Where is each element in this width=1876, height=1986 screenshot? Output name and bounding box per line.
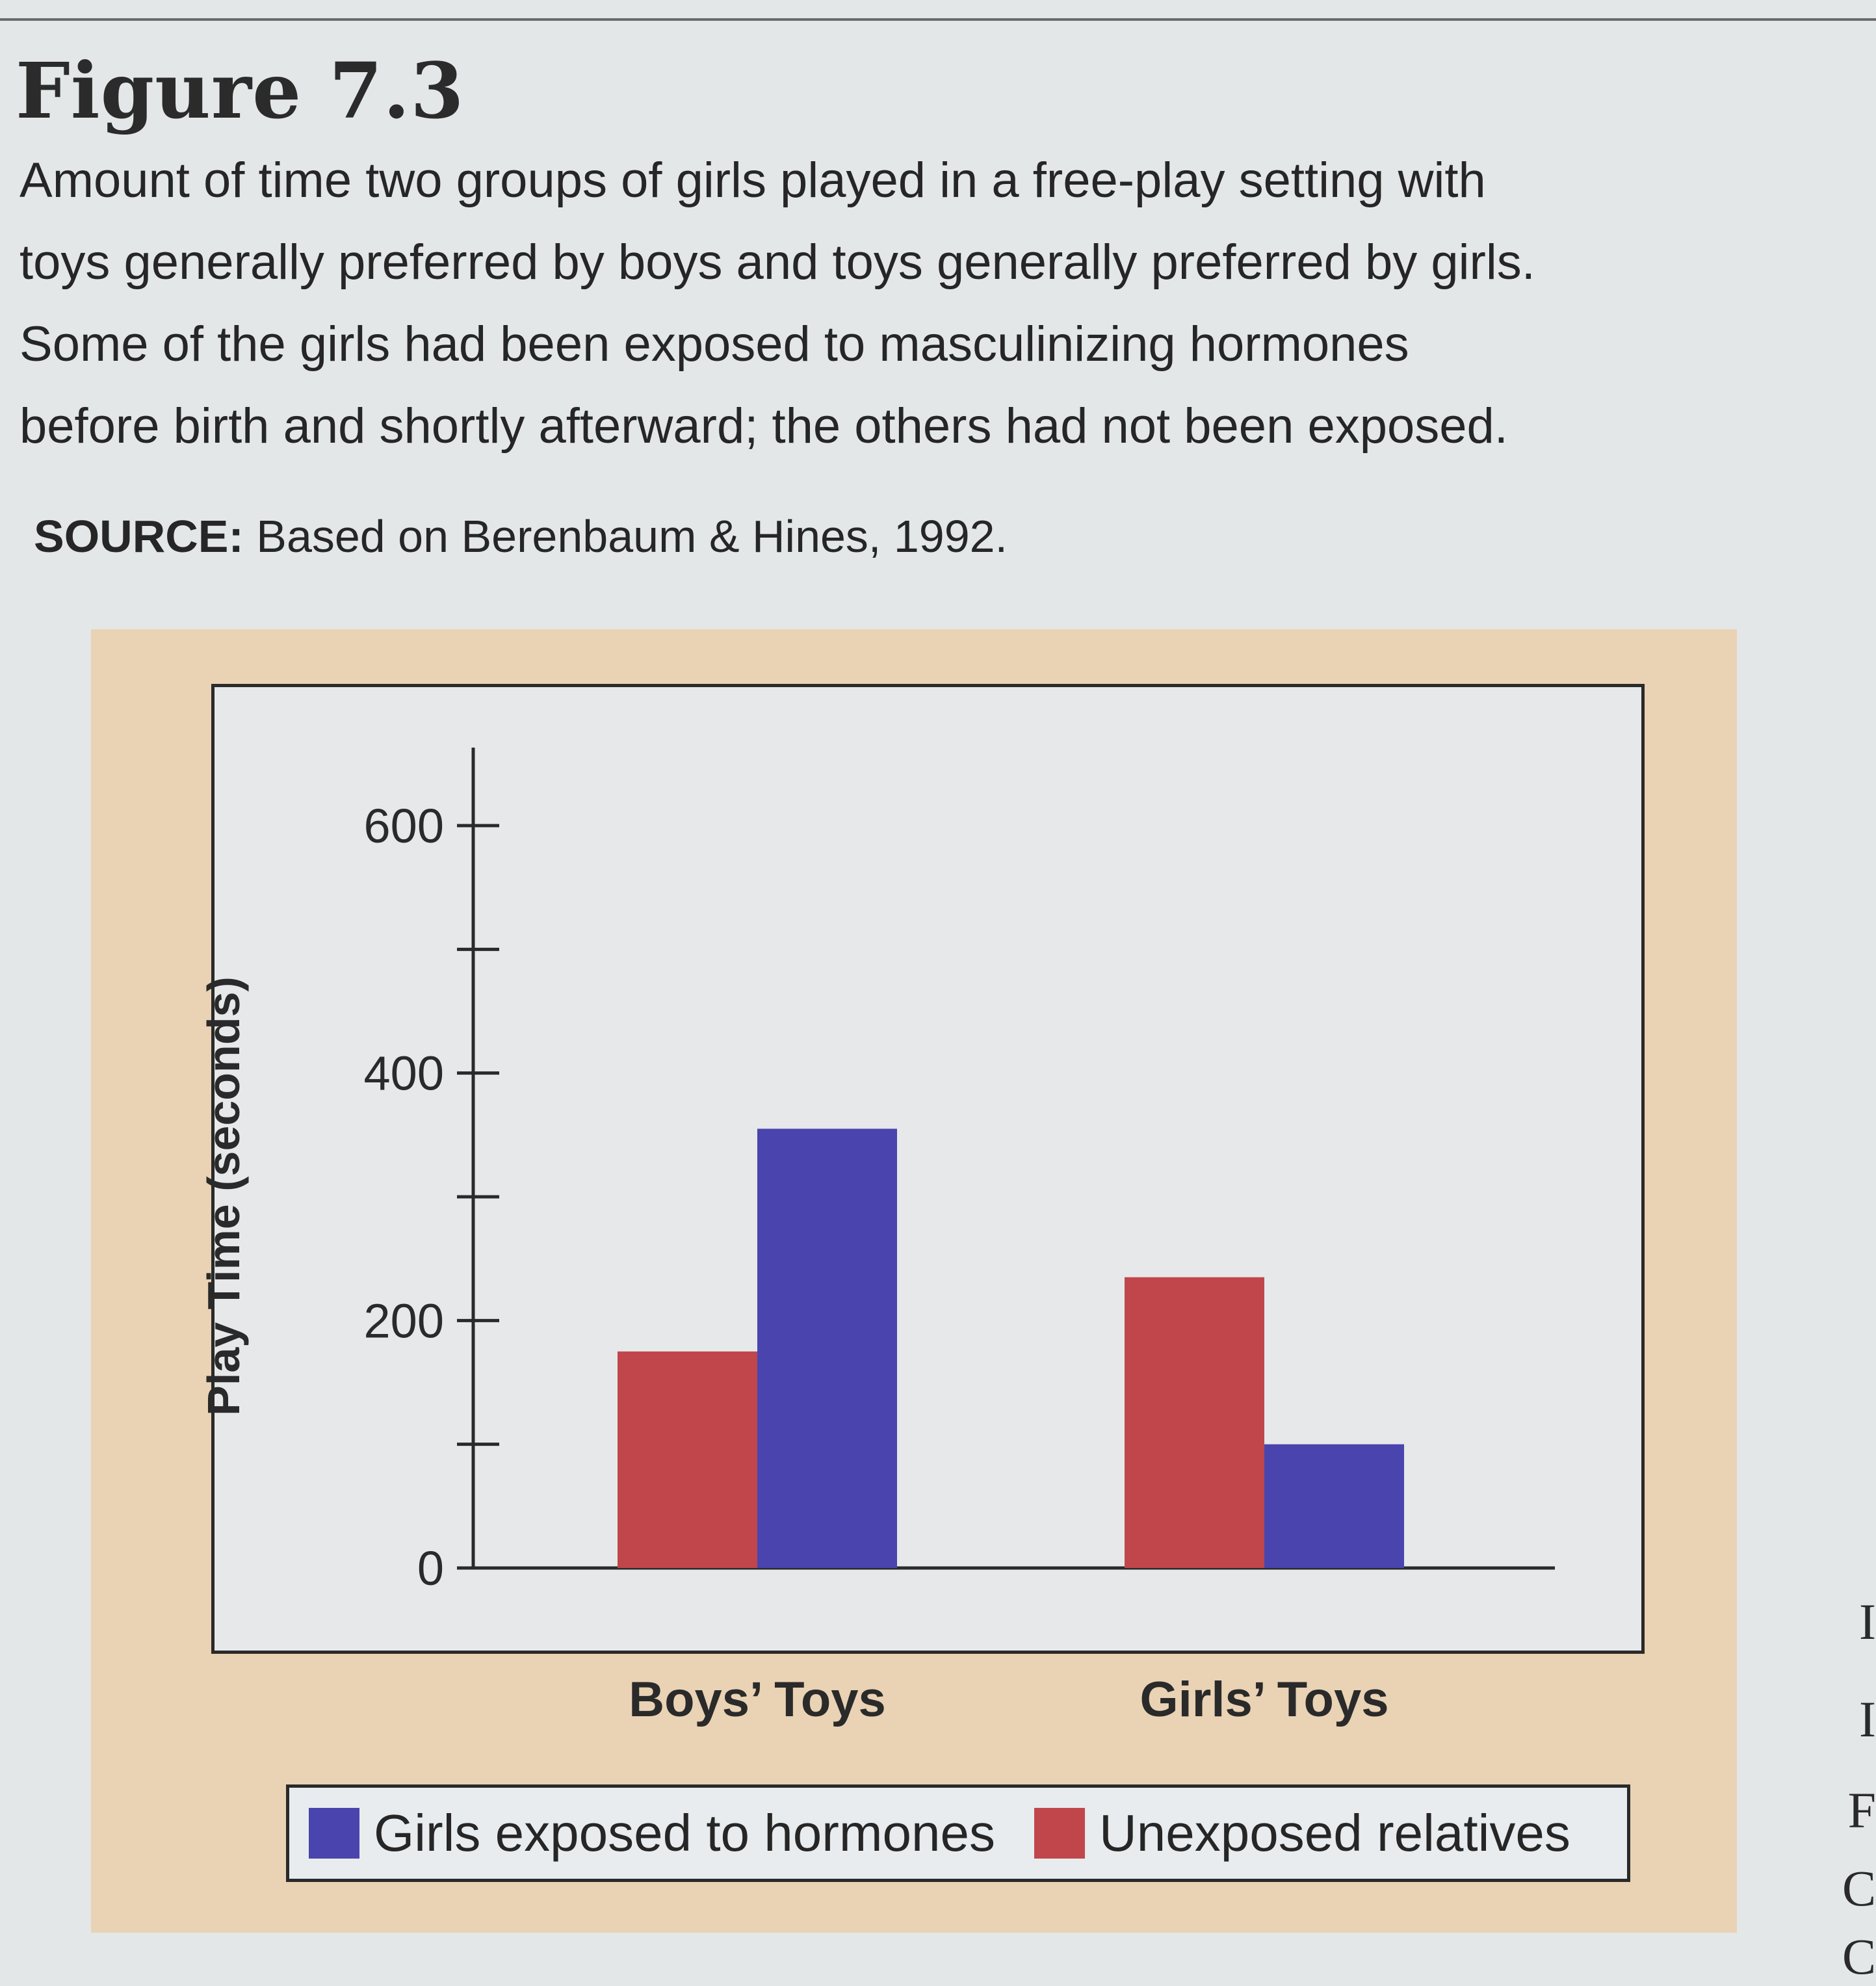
bar-unexposed-girls-toys bbox=[1125, 1277, 1264, 1568]
bar-exposed-boys-toys bbox=[757, 1129, 897, 1568]
caption-line: before birth and shortly afterward; the … bbox=[20, 399, 1508, 454]
caption-line: toys generally preferred by boys and toy… bbox=[20, 235, 1535, 290]
y-tick-label: 600 bbox=[364, 799, 444, 853]
y-tick-label: 0 bbox=[417, 1541, 444, 1595]
y-axis-label: Play Time (seconds) bbox=[198, 976, 249, 1416]
figure-title: Figure 7.3 bbox=[16, 46, 465, 136]
plot-area bbox=[211, 684, 1645, 1654]
caption-line: Amount of time two groups of girls playe… bbox=[20, 153, 1486, 208]
legend-item-unexposed: Unexposed relatives bbox=[1034, 1803, 1570, 1863]
figure-caption: Amount of time two groups of girls playe… bbox=[20, 140, 1814, 467]
bar-unexposed-boys-toys bbox=[618, 1351, 757, 1568]
page-edge-letter: C bbox=[1842, 1928, 1876, 1985]
category-label: Boys’ Toys bbox=[629, 1672, 886, 1727]
y-tick-label: 400 bbox=[364, 1047, 444, 1101]
legend-swatch-exposed bbox=[309, 1808, 359, 1859]
bar-exposed-girls-toys bbox=[1264, 1444, 1404, 1568]
caption-line: Some of the girls had been exposed to ma… bbox=[20, 317, 1409, 372]
legend-label-exposed: Girls exposed to hormones bbox=[374, 1804, 996, 1862]
top-rule bbox=[0, 18, 1876, 21]
page-edge-letter: I bbox=[1859, 1691, 1876, 1747]
category-label: Girls’ Toys bbox=[1140, 1672, 1389, 1727]
y-tick-label: 200 bbox=[364, 1294, 444, 1348]
page-edge-letter: C bbox=[1842, 1860, 1876, 1916]
legend-label-unexposed: Unexposed relatives bbox=[1099, 1804, 1570, 1862]
legend-swatch-unexposed bbox=[1034, 1808, 1086, 1859]
chart-legend: Girls exposed to hormones Unexposed rela… bbox=[286, 1784, 1630, 1882]
legend-item-exposed: Girls exposed to hormones bbox=[309, 1803, 995, 1863]
source-label: SOURCE: bbox=[34, 511, 244, 562]
figure-source: SOURCE: Based on Berenbaum & Hines, 1992… bbox=[34, 510, 1008, 562]
page-edge-letter: I bbox=[1859, 1593, 1876, 1650]
page-edge-letter: F bbox=[1847, 1782, 1876, 1838]
source-text: Based on Berenbaum & Hines, 1992. bbox=[256, 511, 1008, 562]
